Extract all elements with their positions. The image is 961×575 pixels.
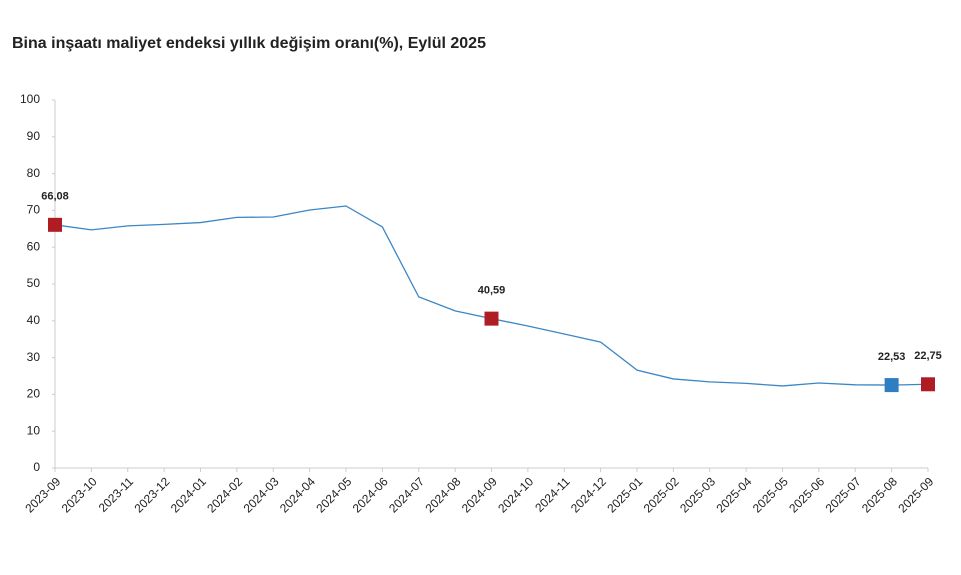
y-tick-label: 20 xyxy=(27,387,41,401)
data-label: 66,08 xyxy=(41,191,69,203)
x-tick-label: 2023-11 xyxy=(96,474,137,515)
data-label: 40,59 xyxy=(478,285,506,297)
x-tick-label: 2025-07 xyxy=(823,474,864,515)
x-tick-label: 2024-01 xyxy=(168,474,209,515)
data-label: 22,53 xyxy=(878,351,906,363)
x-tick-label: 2024-07 xyxy=(386,474,427,515)
x-tick-label: 2025-06 xyxy=(786,474,827,515)
data-label: 22,75 xyxy=(914,350,942,362)
y-tick-label: 50 xyxy=(27,276,41,290)
x-tick-label: 2024-10 xyxy=(495,474,536,515)
y-tick-label: 40 xyxy=(27,313,41,327)
y-tick-label: 30 xyxy=(27,350,41,364)
x-tick-label: 2023-12 xyxy=(131,474,172,515)
y-tick-label: 10 xyxy=(27,423,41,437)
x-tick-label: 2024-04 xyxy=(277,474,318,515)
x-tick-label: 2025-02 xyxy=(641,474,682,515)
x-tick-label: 2023-10 xyxy=(59,474,100,515)
y-tick-label: 0 xyxy=(33,460,40,474)
x-tick-label: 2023-09 xyxy=(22,474,63,515)
marker xyxy=(884,378,899,393)
x-tick-label: 2025-08 xyxy=(859,474,900,515)
x-tick-label: 2025-09 xyxy=(895,474,936,515)
x-tick-label: 2024-02 xyxy=(204,474,245,515)
y-tick-label: 100 xyxy=(20,92,40,106)
marker xyxy=(921,377,935,392)
x-tick-label: 2024-09 xyxy=(459,474,500,515)
marker xyxy=(484,311,499,326)
x-tick-label: 2024-08 xyxy=(422,474,463,515)
x-tick-label: 2025-03 xyxy=(677,474,718,515)
x-tick-label: 2024-03 xyxy=(241,474,282,515)
y-tick-label: 60 xyxy=(27,239,41,253)
x-tick-label: 2024-05 xyxy=(313,474,354,515)
x-tick-label: 2024-12 xyxy=(568,474,609,515)
y-tick-label: 90 xyxy=(27,129,41,143)
x-tick-label: 2024-11 xyxy=(532,474,573,515)
y-tick-label: 70 xyxy=(27,203,41,217)
x-tick-label: 2024-06 xyxy=(350,474,391,515)
x-tick-label: 2025-04 xyxy=(713,474,754,515)
marker xyxy=(48,217,62,232)
chart-title: Bina inşaatı maliyet endeksi yıllık deği… xyxy=(12,35,486,52)
x-tick-label: 2025-05 xyxy=(750,474,791,515)
x-tick-label: 2025-01 xyxy=(604,474,645,515)
y-tick-label: 80 xyxy=(27,166,41,180)
